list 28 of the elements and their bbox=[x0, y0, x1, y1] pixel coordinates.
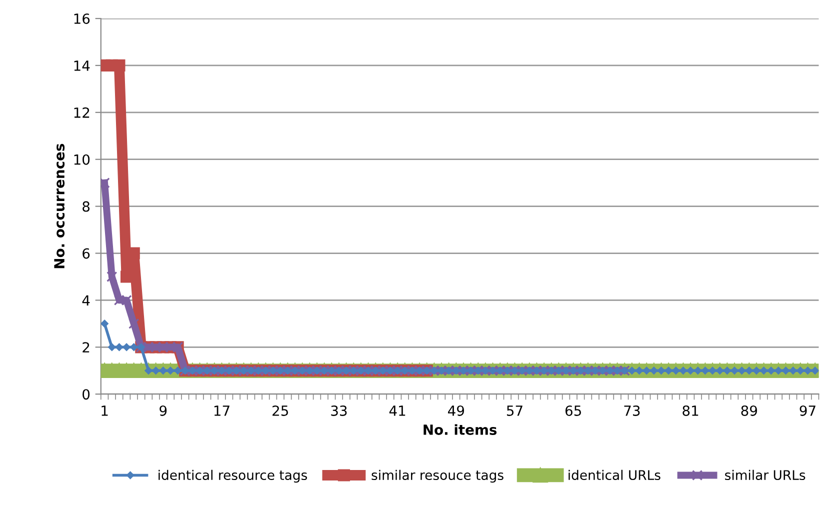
x-tick-label: 33 bbox=[331, 405, 347, 416]
y-tick-label: 16 bbox=[74, 13, 90, 24]
x-tick-label: 97 bbox=[800, 405, 816, 416]
x-axis-title: No. items bbox=[424, 424, 497, 435]
x-tick-label: 65 bbox=[565, 405, 581, 416]
y-tick-label: 14 bbox=[74, 60, 90, 71]
x-tick-label: 81 bbox=[682, 405, 698, 416]
legend-label: similar resouce tags bbox=[372, 470, 504, 483]
y-tick-label: 10 bbox=[74, 154, 90, 165]
legend-label: identical resource tags bbox=[158, 470, 308, 483]
y-tick-label: 4 bbox=[82, 295, 90, 306]
legend-label: similar URLs bbox=[725, 470, 806, 480]
x-tick-label: 1 bbox=[102, 406, 108, 416]
x-tick-label: 49 bbox=[448, 405, 464, 416]
y-tick-label: 2 bbox=[82, 342, 90, 352]
y-tick-label: 6 bbox=[82, 248, 90, 259]
x-tick-label: 89 bbox=[741, 405, 758, 416]
x-tick-label: 25 bbox=[272, 405, 288, 416]
legend-label: identical URLs bbox=[568, 470, 660, 480]
y-axis-title: No. occurrences bbox=[54, 144, 65, 268]
y-tick-label: 12 bbox=[74, 107, 90, 118]
x-tick-label: 73 bbox=[624, 405, 640, 416]
y-tick-label: 0 bbox=[82, 389, 90, 400]
x-tick-label: 17 bbox=[214, 406, 230, 416]
y-tick-label: 8 bbox=[82, 201, 90, 212]
x-tick-label: 9 bbox=[160, 405, 167, 416]
x-tick-label: 57 bbox=[506, 406, 522, 416]
x-tick-label: 41 bbox=[389, 406, 406, 416]
